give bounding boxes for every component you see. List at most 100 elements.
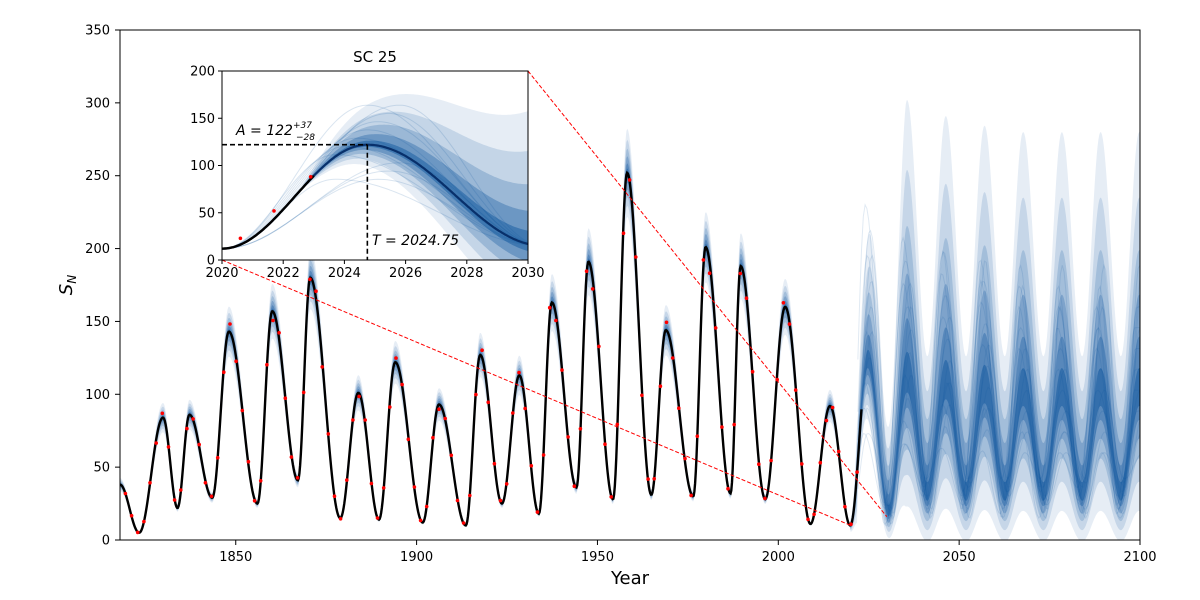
sample-trajectory-9 [857, 236, 1140, 527]
fan-band-0 [120, 100, 1140, 540]
observed-point [670, 356, 675, 360]
observed-point [215, 455, 220, 460]
observed-point [308, 277, 312, 282]
inset-observed-point [272, 209, 276, 213]
observed-point [855, 470, 859, 474]
x-tick-label: 2000 [762, 550, 795, 565]
observed-point [172, 498, 177, 502]
observed-point [603, 442, 607, 447]
y-tick-label: 0 [102, 534, 110, 549]
inset-fan-band-4 [222, 140, 528, 251]
x-tick-label: 1950 [581, 550, 614, 565]
forecast-fan [120, 100, 1140, 540]
observed-point [726, 486, 730, 491]
inset-y-tick-label: 150 [190, 112, 215, 127]
observed-point [381, 486, 386, 490]
observed-point [818, 460, 823, 465]
x-axis-label: Year [610, 568, 650, 589]
observed-point [578, 427, 583, 431]
observed-point [240, 408, 245, 413]
observed-point [517, 370, 521, 375]
main-x-axis: 1850 1900 1950 2000 2050 2100 [219, 540, 1157, 565]
sample-trajectory-6 [857, 260, 1140, 515]
y-tick-label: 350 [85, 24, 110, 39]
inset-annotations [222, 143, 369, 260]
inset-sample-trajectory-11 [222, 104, 528, 250]
observed-point [634, 255, 638, 259]
observed-point [203, 481, 208, 485]
observed-point [222, 370, 226, 375]
sample-trajectory-5 [857, 264, 1140, 523]
inset-x-tick-label: 2024 [328, 266, 361, 281]
observed-point [332, 494, 337, 499]
observed-point [320, 365, 325, 369]
observed-point [750, 369, 755, 374]
sample-trajectory-4 [857, 229, 1140, 515]
observed-point [486, 400, 491, 405]
observed-point [523, 406, 527, 411]
observed-point [695, 434, 700, 439]
sample-trajectory-11 [857, 249, 1140, 520]
y-tick-label: 50 [93, 461, 110, 476]
sample-trajectory-7 [857, 203, 1140, 520]
observed-point [738, 271, 743, 276]
sample-trajectory-10 [857, 279, 1140, 515]
inset-x-tick-label: 2022 [267, 266, 300, 281]
y-tick-label: 200 [85, 242, 110, 257]
sample-trajectory-0 [857, 280, 1140, 515]
observed-point [191, 417, 195, 421]
inset-x-tick-label: 2026 [389, 266, 422, 281]
inset-observed-point [308, 175, 313, 179]
inset-curve-group [222, 143, 528, 250]
observed-point [535, 510, 540, 514]
y-tick-label: 300 [85, 96, 110, 111]
inset-observed-point [238, 236, 243, 241]
observed-point [744, 296, 749, 301]
inset-x-tick-label: 2020 [205, 266, 238, 281]
observed-point [135, 530, 140, 535]
inset-sample-trajectory-4 [222, 129, 528, 250]
observed-point [707, 271, 712, 276]
mean-curve [120, 170, 863, 534]
inset-forecast-fan [222, 94, 528, 260]
observed-point [541, 453, 546, 457]
inset-observed-curve [222, 174, 315, 250]
observed-point [529, 464, 534, 468]
observed-point [455, 498, 460, 503]
observed-point [677, 406, 681, 411]
observed-point [258, 479, 263, 483]
observed-point [701, 258, 706, 262]
fan-band-3 [120, 156, 1140, 533]
amplitude-plus: +37 [293, 121, 312, 131]
observed-point [554, 318, 558, 323]
sample-trajectory-2 [857, 285, 1140, 525]
mean-curve-group [120, 170, 863, 534]
observed-point [357, 394, 361, 399]
observed-point [836, 449, 841, 454]
observed-point [289, 455, 294, 459]
observed-point [720, 425, 724, 429]
observed-point [480, 348, 484, 353]
observed-point [283, 396, 288, 401]
observed-point [148, 481, 152, 485]
amplitude-base: A = 122 [235, 123, 293, 139]
observed-point [504, 482, 509, 486]
peak-time-label: T = 2024.75 [372, 233, 459, 249]
inset-sample-trajectory-7 [222, 154, 528, 250]
observed-point [314, 289, 318, 294]
y-tick-label: 150 [85, 315, 110, 330]
observed-point [431, 435, 435, 440]
observed-point [492, 461, 497, 466]
observed-point [640, 393, 644, 398]
observed-point [265, 362, 269, 367]
inset-y-tick-label: 200 [190, 65, 215, 80]
observed-point [468, 493, 472, 498]
observed-point [375, 516, 380, 520]
observed-point [775, 377, 779, 382]
observed-point [843, 504, 847, 509]
observed-point [246, 459, 251, 464]
observed-point [129, 513, 134, 518]
fan-band-2 [120, 148, 1140, 534]
observed-point [793, 388, 798, 392]
observed-point [351, 418, 355, 422]
